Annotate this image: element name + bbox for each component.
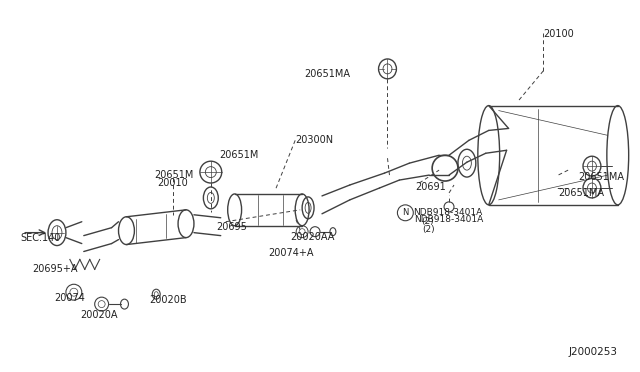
- Text: 20651MA: 20651MA: [304, 69, 350, 79]
- Text: SEC.140: SEC.140: [20, 232, 61, 243]
- Text: 20100: 20100: [543, 29, 574, 39]
- Text: 20651MA: 20651MA: [578, 172, 624, 182]
- Text: NDB918-3401A: NDB918-3401A: [413, 208, 483, 217]
- Text: 20695+A: 20695+A: [32, 264, 77, 275]
- Text: 20651M: 20651M: [219, 150, 258, 160]
- Text: (2): (2): [421, 217, 434, 226]
- Text: 20300N: 20300N: [295, 135, 333, 145]
- Text: 20020A: 20020A: [80, 310, 117, 320]
- Text: 20020B: 20020B: [149, 295, 187, 305]
- Text: 20010: 20010: [157, 178, 188, 188]
- Text: N: N: [402, 208, 408, 217]
- Text: 20651M: 20651M: [155, 170, 194, 180]
- Text: 20651MA: 20651MA: [558, 188, 604, 198]
- Text: 20074+A: 20074+A: [268, 247, 314, 257]
- Text: 20691: 20691: [415, 182, 446, 192]
- Text: J2000253: J2000253: [569, 347, 618, 357]
- Text: 20074: 20074: [54, 293, 85, 303]
- Text: 20020AA: 20020AA: [290, 232, 335, 242]
- Text: 20695: 20695: [216, 222, 246, 232]
- Text: NDB918-3401A: NDB918-3401A: [414, 215, 484, 224]
- Text: (2): (2): [422, 225, 435, 234]
